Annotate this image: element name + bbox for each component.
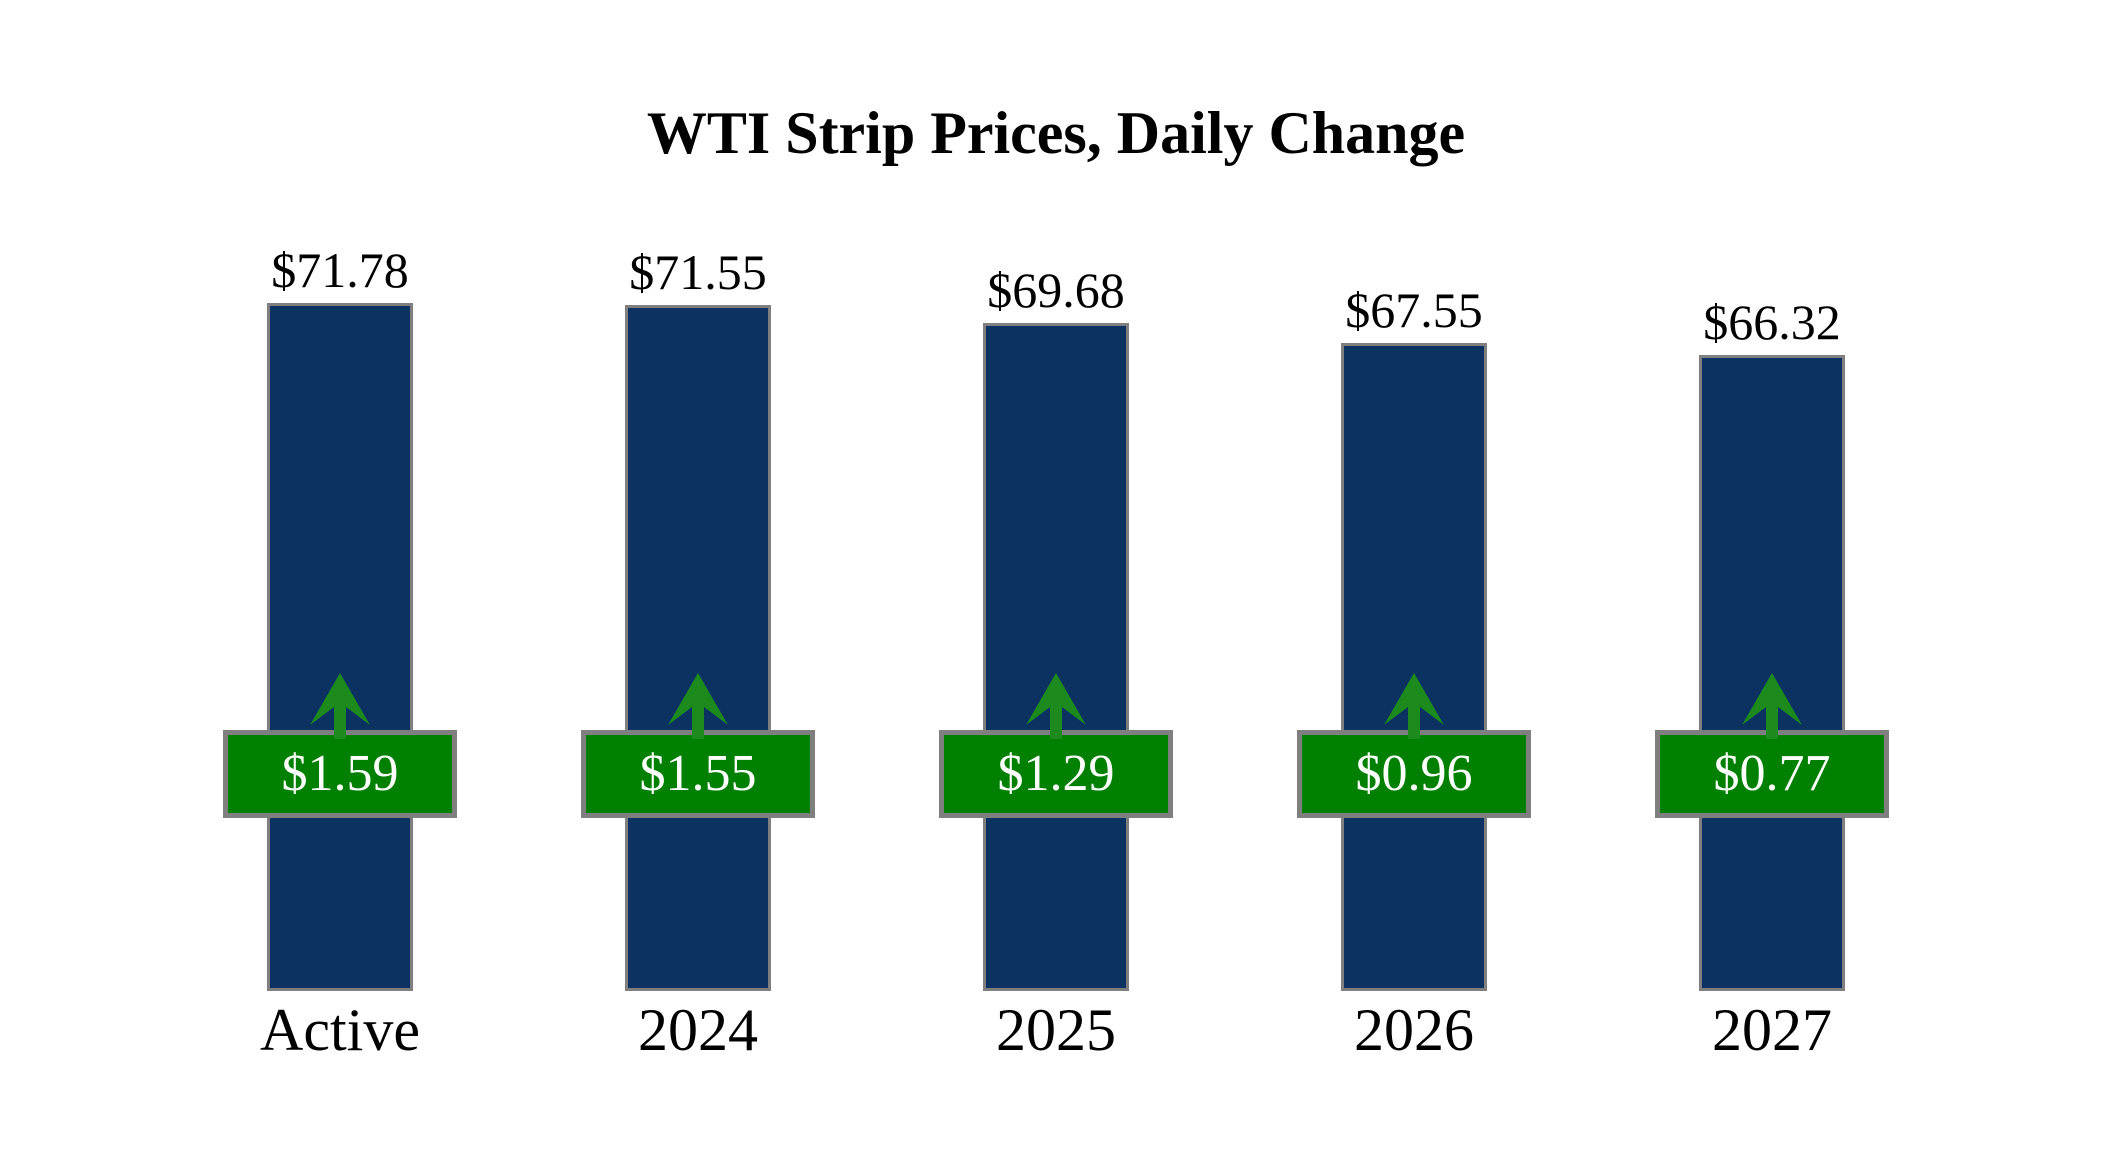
- change-badge: $1.55: [581, 730, 815, 818]
- change-badge: $1.59: [223, 730, 457, 818]
- change-value-label: $1.55: [639, 745, 757, 802]
- bar-column: $66.32 $0.77 2027: [1593, 0, 1951, 1152]
- bar-value-label: $69.68: [987, 262, 1125, 318]
- bar: [1341, 343, 1487, 991]
- bar: [625, 305, 771, 991]
- category-label: Active: [260, 997, 420, 1063]
- change-badge: $1.29: [939, 730, 1173, 818]
- change-value-label: $1.29: [997, 745, 1115, 802]
- bar-column: $69.68 $1.29 2025: [877, 0, 1235, 1152]
- up-arrow-icon: [668, 673, 728, 739]
- category-label: 2025: [996, 997, 1116, 1063]
- category-label: 2024: [638, 997, 758, 1063]
- bar: [267, 303, 413, 991]
- bar-value-label: $71.78: [271, 242, 409, 298]
- bar-column: $67.55 $0.96 2026: [1235, 0, 1593, 1152]
- category-label: 2027: [1712, 997, 1832, 1063]
- chart-title: WTI Strip Prices, Daily Change: [646, 100, 1466, 166]
- change-value-label: $0.77: [1713, 745, 1831, 802]
- change-value-label: $1.59: [281, 745, 399, 802]
- bar-value-label: $67.55: [1345, 282, 1483, 338]
- category-label: 2026: [1354, 997, 1474, 1063]
- bar-value-label: $66.32: [1703, 294, 1841, 350]
- up-arrow-icon: [310, 673, 370, 739]
- change-badge: $0.77: [1655, 730, 1889, 818]
- bar-column: $71.55 $1.55 2024: [519, 0, 877, 1152]
- bar-value-label: $71.55: [629, 244, 767, 300]
- up-arrow-icon: [1742, 673, 1802, 739]
- change-value-label: $0.96: [1355, 745, 1473, 802]
- bar-column: $71.78 $1.59 Active: [161, 0, 519, 1152]
- up-arrow-icon: [1026, 673, 1086, 739]
- bar: [983, 323, 1129, 991]
- change-badge: $0.96: [1297, 730, 1531, 818]
- up-arrow-icon: [1384, 673, 1444, 739]
